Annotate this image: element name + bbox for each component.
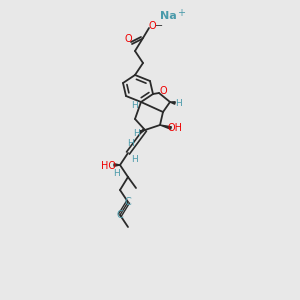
Text: H: H <box>130 100 137 109</box>
Polygon shape <box>114 164 120 166</box>
Text: O: O <box>124 34 132 44</box>
Text: H: H <box>134 128 140 137</box>
Text: O: O <box>159 86 167 96</box>
Text: −: − <box>155 21 163 31</box>
Text: H: H <box>127 140 134 148</box>
Polygon shape <box>140 130 145 133</box>
Text: H: H <box>112 169 119 178</box>
Text: +: + <box>177 8 185 18</box>
Polygon shape <box>170 102 175 104</box>
Text: C: C <box>124 197 131 207</box>
Text: H: H <box>175 100 182 109</box>
Text: H: H <box>132 155 138 164</box>
Polygon shape <box>160 125 171 129</box>
Text: Na: Na <box>160 11 176 21</box>
Text: O: O <box>148 21 156 31</box>
Text: C: C <box>117 210 123 220</box>
Text: OH: OH <box>167 123 182 133</box>
Text: HO: HO <box>100 161 116 171</box>
